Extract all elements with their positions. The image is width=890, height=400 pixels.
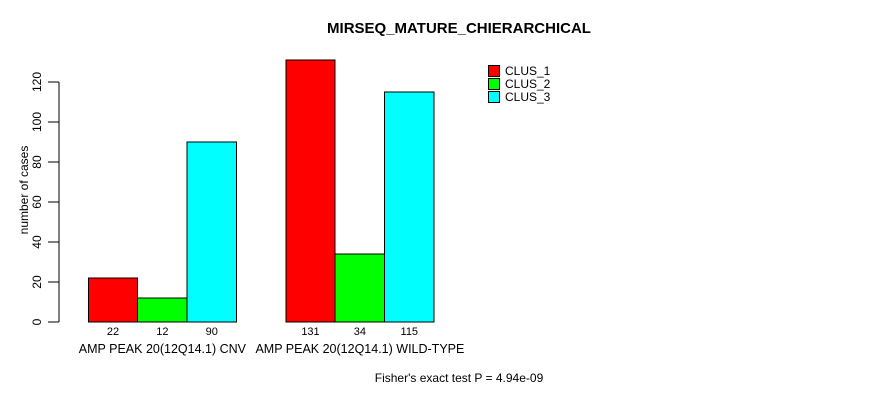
- chart-title: MIRSEQ_MATURE_CHIERARCHICAL: [327, 20, 591, 37]
- bar-clus_2-group1: [137, 297, 188, 323]
- y-tick-label: 40: [30, 235, 44, 249]
- legend-label-clus-1: CLUS_1: [505, 63, 551, 78]
- y-tick-label: 80: [30, 155, 44, 169]
- legend-swatch-clus-2: [488, 77, 500, 90]
- bar-clus_2-group2: [334, 253, 386, 323]
- bar-value-label: 115: [401, 326, 419, 338]
- legend-label-clus-3: CLUS_3: [505, 89, 551, 104]
- legend-swatch-clus-1: [488, 64, 500, 77]
- bar-clus_3-group1: [186, 141, 238, 323]
- bar-clus_3-group2: [384, 91, 435, 323]
- legend-item: CLUS_2: [488, 76, 551, 91]
- x-category-label: AMP PEAK 20(12Q14.1) WILD-TYPE: [255, 342, 464, 356]
- legend-label-clus-2: CLUS_2: [505, 76, 551, 91]
- x-category-label: AMP PEAK 20(12Q14.1) CNV: [79, 342, 247, 356]
- y-tick-label: 20: [30, 275, 44, 289]
- y-tick-label: 100: [30, 112, 44, 132]
- bar-value-label: 90: [206, 326, 218, 338]
- bar-clus_1-group2: [285, 59, 336, 323]
- bar-clus_1-group1: [87, 277, 139, 323]
- legend-item: CLUS_1: [488, 63, 551, 78]
- bar-value-label: 131: [301, 326, 319, 338]
- legend-swatch-clus-3: [488, 90, 500, 103]
- bar-value-label: 12: [156, 326, 168, 338]
- legend: CLUS_1 CLUS_2 CLUS_3: [488, 63, 551, 104]
- bar-value-label: 22: [107, 326, 119, 338]
- legend-item: CLUS_3: [488, 89, 551, 104]
- y-tick-label: 120: [30, 72, 44, 92]
- fisher-test-caption: Fisher's exact test P = 4.94e-09: [374, 371, 544, 385]
- y-tick-label: 0: [30, 318, 44, 325]
- bar-value-label: 34: [354, 326, 366, 338]
- y-tick-label: 60: [30, 195, 44, 209]
